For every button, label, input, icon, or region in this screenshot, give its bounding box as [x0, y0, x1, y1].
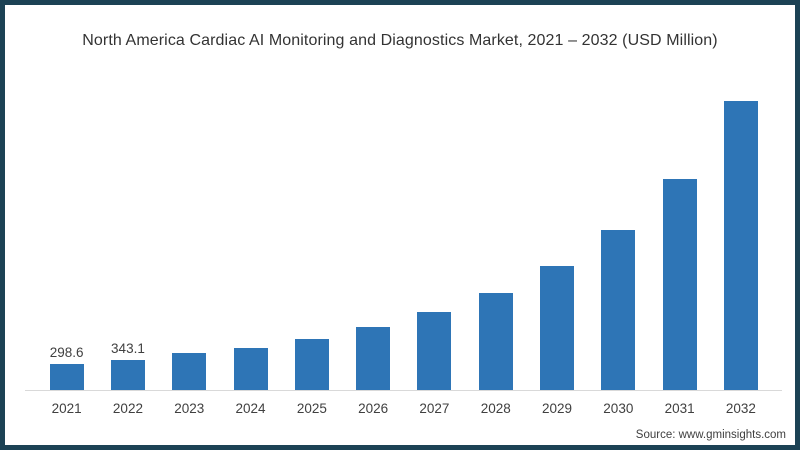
bar-2023	[172, 353, 207, 390]
bar-group-2031	[649, 90, 710, 390]
bar-2022	[110, 359, 145, 390]
x-tick-2024: 2024	[235, 401, 266, 416]
bar-group-2022: 343.1	[97, 90, 158, 390]
x-tick-2032: 2032	[725, 401, 756, 416]
bar-2026	[356, 327, 391, 390]
x-tick-2030: 2030	[603, 401, 634, 416]
x-tick-2023: 2023	[174, 401, 205, 416]
bar-2030	[601, 230, 636, 390]
x-tick-2029: 2029	[542, 401, 573, 416]
bar-2028	[478, 293, 513, 390]
bar-group-2024	[220, 90, 281, 390]
bar-value-label-2021: 298.6	[49, 344, 84, 360]
bar-2029	[540, 265, 575, 390]
x-tick-2025: 2025	[296, 401, 327, 416]
bar-2024	[233, 348, 268, 390]
source-text: Source: www.gminsights.com	[635, 429, 786, 441]
x-tick-2028: 2028	[480, 401, 511, 416]
chart-title: North America Cardiac AI Monitoring and …	[82, 32, 718, 49]
plot-area: 298.6 343.1	[36, 90, 772, 390]
bar-value-label-2022: 343.1	[111, 340, 145, 356]
bar-group-2023	[159, 90, 220, 390]
x-tick-2026: 2026	[358, 401, 389, 416]
bar-group-2026	[342, 90, 403, 390]
bar-2031	[662, 178, 697, 390]
x-axis-line	[25, 390, 782, 391]
bar-group-2029	[526, 90, 587, 390]
x-tick-2031: 2031	[664, 401, 695, 416]
bar-group-2021: 298.6	[36, 90, 97, 390]
bar-2027	[417, 312, 452, 390]
bar-2021	[49, 363, 84, 390]
x-tick-2022: 2022	[112, 401, 143, 416]
bar-2032	[723, 101, 758, 390]
bar-group-2030	[588, 90, 649, 390]
x-tick-2021: 2021	[51, 401, 82, 416]
x-axis-tick-labels: 2021 2022 2023 2024 2025 2026 2027 2028 2029 2030…	[36, 401, 772, 416]
bar-group-2028	[465, 90, 526, 390]
bar-2025	[294, 339, 329, 390]
bar-group-2032	[710, 90, 771, 390]
bar-group-2027	[404, 90, 465, 390]
x-tick-2027: 2027	[419, 401, 450, 416]
bar-group-2025	[281, 90, 342, 390]
